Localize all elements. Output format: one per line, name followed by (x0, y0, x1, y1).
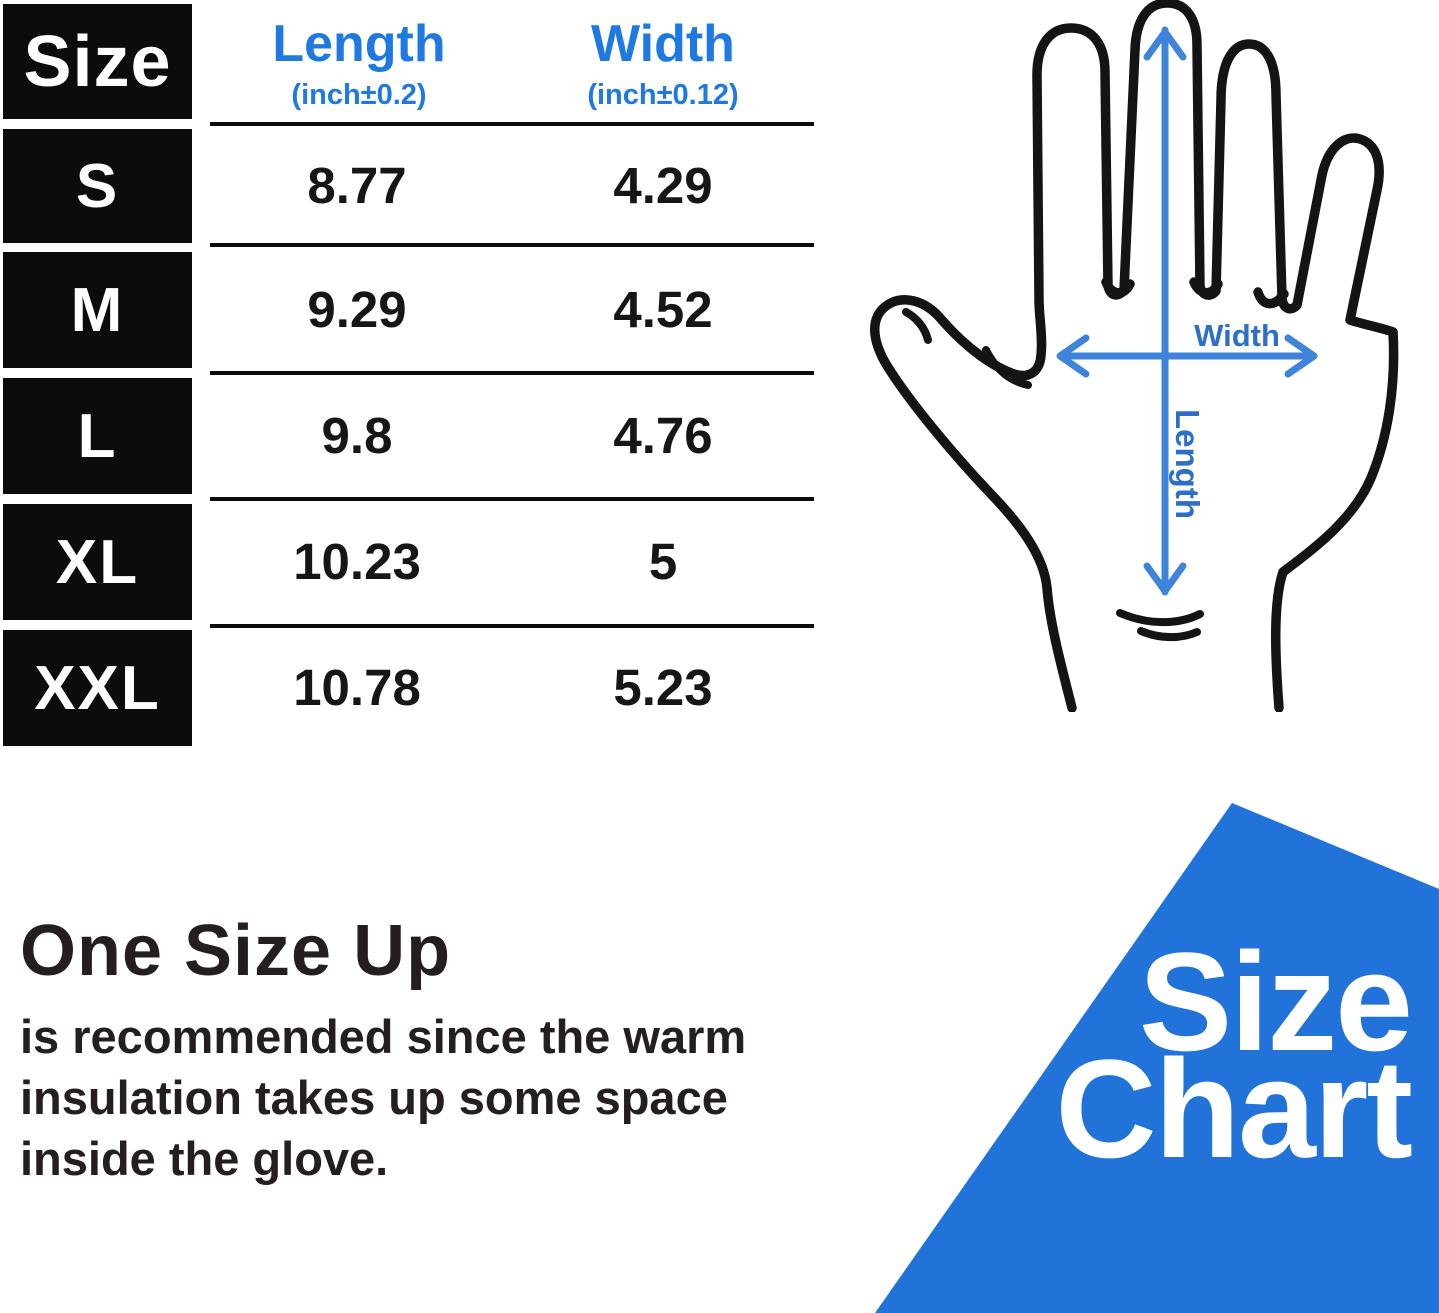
column-header-width: Width (inch±0.12) (587, 15, 739, 111)
note-heading: One Size Up (20, 911, 452, 991)
table-divider (210, 624, 814, 628)
value-xxl-length: 10.78 (293, 659, 421, 716)
value-xl-length: 10.23 (293, 533, 421, 590)
note-line: is recommended since the warm (20, 1010, 747, 1063)
table-divider (210, 122, 814, 126)
row-label-xxl: XXL (3, 630, 192, 746)
value-m-width: 4.52 (613, 281, 713, 338)
size-chart-badge-shape (875, 803, 1439, 1313)
value-xxl-width: 5.23 (613, 659, 713, 716)
size-chart-badge-text: Size Chart (1055, 923, 1413, 1187)
hand-length-label: Length (1169, 409, 1206, 519)
value-xl-width: 5 (648, 533, 678, 590)
table-divider (210, 497, 814, 501)
row-label-l: L (3, 378, 192, 494)
hand-width-label: Width (1194, 318, 1280, 353)
value-l-length: 9.8 (321, 407, 393, 464)
note-line: inside the glove. (20, 1132, 389, 1185)
row-label-s: S (3, 129, 192, 243)
value-s-length: 8.77 (307, 157, 407, 214)
size-header-label: Size (23, 21, 172, 102)
measurement-arrows (1056, 26, 1318, 596)
value-m-length: 9.29 (307, 281, 407, 338)
table-header-size-cell: Size (3, 4, 192, 119)
column-header-length: Length (inch±0.2) (272, 15, 446, 111)
hand-outline-illustration (870, 0, 1399, 712)
table-divider (210, 243, 814, 247)
row-label-m: M (3, 252, 192, 368)
row-label-xl: XL (3, 504, 192, 620)
table-divider (210, 371, 814, 375)
value-l-width: 4.76 (613, 407, 713, 464)
badge-line-size: Size (1138, 923, 1413, 1080)
note-line: insulation takes up some space (20, 1071, 728, 1124)
note-paragraph: is recommended since the warm insulation… (20, 1006, 746, 1189)
value-s-width: 4.29 (613, 157, 713, 214)
badge-line-chart: Chart (1055, 1030, 1413, 1187)
